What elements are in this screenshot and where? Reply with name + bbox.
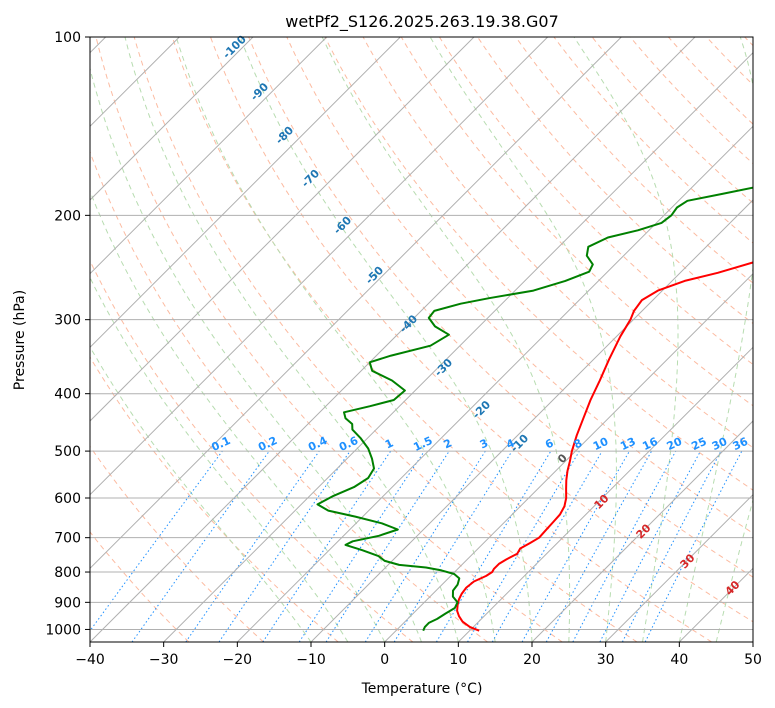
y-axis-label: Pressure (hPa): [12, 290, 28, 390]
dry-adiabat-line: [248, 37, 753, 578]
x-axis-ticks: −40 −30 −20 −10 0 10 20 30 40 50: [75, 642, 762, 668]
mixing-ratio-line: [218, 450, 351, 642]
moist-adiabat-line: [90, 346, 312, 642]
mixing-ratio-line: [90, 450, 223, 632]
dry-adiabat-line: [90, 531, 190, 642]
chart-title: wetPf2_S126.2025.263.19.38.G07: [285, 12, 559, 32]
isotherm-line: [90, 37, 401, 349]
isotherm-line: [384, 272, 753, 642]
mixing-ratio-line: [131, 450, 270, 642]
profile-lines: [316, 186, 753, 632]
mixing-ratio-label: 16: [640, 435, 660, 453]
isotherm-line: [163, 51, 753, 642]
isotherm-line: [752, 641, 753, 642]
mixing-ratio-line: [467, 450, 580, 642]
moist-adiabat-line: [90, 189, 386, 642]
moist-adiabat-line: [124, 37, 459, 642]
x-tick-label: −40: [75, 652, 105, 668]
dry-adiabat-line: [286, 37, 753, 534]
mixing-ratio-line: [491, 450, 603, 642]
dry-adiabat-line: [90, 259, 414, 642]
dry-adiabat-line: [210, 37, 753, 623]
isotherm-line: [605, 493, 753, 642]
mixing-ratio-line: [393, 450, 513, 642]
mixing-ratio-line: [185, 450, 320, 642]
isotherm-line: [90, 37, 254, 201]
mixing-ratio-label: 30: [710, 435, 730, 453]
mixing-ratio-line: [325, 450, 450, 642]
plot-background: [90, 37, 753, 642]
x-tick-label: 10: [449, 652, 467, 668]
x-tick-label: 50: [744, 652, 762, 668]
y-tick-label: 100: [54, 30, 81, 46]
y-tick-label: 300: [54, 313, 81, 329]
mixing-ratio-label: 36: [731, 435, 751, 453]
isotherm-line: [90, 37, 622, 570]
isotherm-line: [310, 199, 753, 642]
isotherm-line: [90, 37, 696, 642]
mixing-ratio-label: 10: [591, 435, 611, 453]
isotherm-line: [236, 125, 753, 642]
moist-adiabat-line: [429, 37, 617, 642]
y-axis-ticks: 100 200 300 400 500 600 700 800 900 1000: [45, 30, 90, 638]
x-tick-label: −10: [296, 652, 326, 668]
mixing-ratio-line: [435, 450, 552, 642]
x-tick-label: 40: [670, 652, 688, 668]
mixing-ratio-label: 25: [689, 435, 708, 453]
mixing-ratio-label: 13: [618, 435, 637, 453]
x-tick-label: 30: [597, 652, 615, 668]
moist-adiabat-line: [239, 37, 533, 642]
y-tick-label: 700: [54, 531, 81, 547]
x-tick-label: −30: [149, 652, 179, 668]
isotherm-line: [90, 37, 475, 422]
moist-adiabat-line: [175, 37, 496, 642]
plot-frame: [89, 36, 754, 643]
y-tick-label: 200: [54, 208, 81, 224]
y-tick-label: 500: [54, 444, 81, 460]
mixing-ratio-line: [572, 450, 677, 642]
dry-adiabat-line: [324, 37, 753, 491]
isotherm-line: [457, 346, 753, 642]
mixing-ratio-line: [364, 450, 486, 642]
x-tick-label: 0: [380, 652, 389, 668]
isotherm-line: [90, 37, 328, 275]
isotherm-line: [90, 37, 549, 496]
isotherm-line: [531, 420, 753, 642]
dry-adiabat-line: [133, 37, 638, 642]
moist-adiabat-line: [321, 37, 571, 642]
dry-adiabat-line: [438, 37, 753, 366]
y-tick-label: 1000: [45, 622, 81, 638]
x-axis-label: Temperature (°C): [361, 681, 483, 697]
moist-adiabat-line: [90, 276, 349, 642]
x-tick-label: −20: [223, 652, 253, 668]
y-tick-label: 900: [54, 595, 81, 611]
x-tick-label: 20: [523, 652, 541, 668]
background-lines: [90, 37, 753, 642]
temperature-line: [456, 261, 753, 632]
dry-adiabat-line: [95, 37, 563, 642]
moist-adiabat-line: [90, 66, 422, 642]
dewpoint-line: [316, 186, 753, 632]
mixing-ratio-line: [521, 450, 630, 642]
y-tick-label: 800: [54, 565, 81, 581]
mixing-ratio-label: 20: [665, 435, 685, 453]
y-tick-label: 400: [54, 387, 81, 403]
y-tick-label: 600: [54, 491, 81, 507]
dry-adiabat-line: [400, 37, 753, 407]
moist-adiabat-line: [573, 37, 679, 642]
